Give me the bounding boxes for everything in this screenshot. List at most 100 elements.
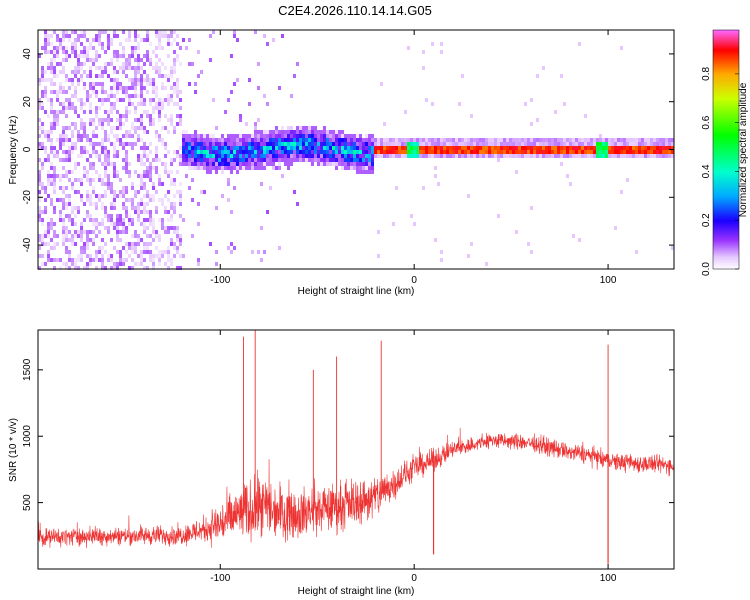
- heatmap-cell: [203, 150, 206, 154]
- heatmap-cell: [620, 146, 623, 150]
- heatmap-cell: [164, 226, 167, 230]
- colorbar-band: [713, 192, 739, 194]
- heatmap-cell: [593, 150, 596, 154]
- heatmap-cell: [89, 138, 92, 142]
- heatmap-cell: [233, 154, 236, 158]
- heatmap-cell: [47, 194, 50, 198]
- colorbar-band: [713, 41, 739, 43]
- heatmap-cell: [584, 114, 587, 118]
- heatmap-cell: [149, 142, 152, 146]
- heatmap-cell: [179, 118, 182, 122]
- heatmap-cell: [320, 134, 323, 138]
- heatmap-cell: [299, 130, 302, 134]
- heatmap-cell: [44, 190, 47, 194]
- colorbar-band: [713, 178, 739, 180]
- heatmap-cell: [365, 138, 368, 142]
- heatmap-cell: [77, 254, 80, 258]
- heatmap-cell: [146, 194, 149, 198]
- heatmap-cell: [110, 118, 113, 122]
- heatmap-cell: [446, 146, 449, 150]
- heatmap-cell: [122, 206, 125, 210]
- heatmap-cell: [371, 166, 374, 170]
- colorbar-band: [713, 129, 739, 131]
- heatmap-cell: [287, 150, 290, 154]
- colorbar-band: [713, 92, 739, 94]
- heatmap-cell: [206, 154, 209, 158]
- heatmap-cell: [170, 238, 173, 242]
- heatmap-cell: [500, 154, 503, 158]
- heatmap-cell: [170, 98, 173, 102]
- heatmap-cell: [191, 198, 194, 202]
- heatmap-cell: [146, 74, 149, 78]
- heatmap-cell: [224, 166, 227, 170]
- heatmap-cell: [71, 78, 74, 82]
- heatmap-cell: [98, 82, 101, 86]
- heatmap-cell: [431, 154, 434, 158]
- heatmap-cell: [218, 146, 221, 150]
- heatmap-cell: [257, 146, 260, 150]
- heatmap-cell: [41, 166, 44, 170]
- colorbar-band: [713, 46, 739, 48]
- heatmap-cell: [623, 154, 626, 158]
- colorbar-band: [713, 245, 739, 247]
- heatmap-cell: [98, 34, 101, 38]
- heatmap-cell: [95, 206, 98, 210]
- heatmap-cell: [101, 66, 104, 70]
- heatmap-cell: [38, 174, 41, 178]
- heatmap-cell: [56, 46, 59, 50]
- heatmap-cell: [149, 58, 152, 62]
- heatmap-cell: [182, 134, 185, 138]
- colorbar-band: [713, 209, 739, 211]
- heatmap-cell: [56, 150, 59, 154]
- heatmap-cell: [458, 102, 461, 106]
- heatmap-cell: [164, 142, 167, 146]
- heatmap-cell: [527, 154, 530, 158]
- heatmap-cell: [416, 154, 419, 158]
- heatmap-cell: [188, 162, 191, 166]
- heatmap-cell: [74, 74, 77, 78]
- heatmap-cell: [302, 126, 305, 130]
- heatmap-cell: [386, 154, 389, 158]
- heatmap-cell: [131, 126, 134, 130]
- heatmap-cell: [65, 230, 68, 234]
- heatmap-cell: [365, 170, 368, 174]
- heatmap-cell: [140, 102, 143, 106]
- heatmap-cell: [329, 158, 332, 162]
- heatmap-cell: [323, 154, 326, 158]
- heatmap-cell: [131, 122, 134, 126]
- heatmap-cell: [452, 142, 455, 146]
- heatmap-cell: [74, 66, 77, 70]
- heatmap-cell: [137, 58, 140, 62]
- heatmap-cell: [215, 170, 218, 174]
- heatmap-cell: [38, 78, 41, 82]
- heatmap-cell: [74, 258, 77, 262]
- heatmap-cell: [77, 206, 80, 210]
- colorbar-band: [713, 235, 739, 237]
- heatmap-cell: [497, 150, 500, 154]
- heatmap-cell: [218, 142, 221, 146]
- heatmap-cell: [47, 66, 50, 70]
- heatmap-cell: [338, 150, 341, 154]
- heatmap-cell: [566, 150, 569, 154]
- heatmap-cell: [182, 142, 185, 146]
- heatmap-cell: [185, 46, 188, 50]
- heatmap-cell: [86, 194, 89, 198]
- heatmap-cell: [359, 170, 362, 174]
- colorbar-band: [713, 70, 739, 72]
- heatmap-cell: [353, 150, 356, 154]
- heatmap-cell: [419, 138, 422, 142]
- colorbar-band: [713, 53, 739, 55]
- heatmap-cell: [74, 206, 77, 210]
- heatmap-cell: [128, 86, 131, 90]
- heatmap-cell: [539, 142, 542, 146]
- heatmap-cell: [161, 182, 164, 186]
- heatmap-cell: [128, 54, 131, 58]
- heatmap-cell: [128, 98, 131, 102]
- colorbar-band: [713, 81, 739, 83]
- colorbar-band: [713, 119, 739, 121]
- heatmap-cell: [203, 134, 206, 138]
- heatmap-cell: [170, 122, 173, 126]
- heatmap-cell: [95, 254, 98, 258]
- heatmap-cell: [137, 46, 140, 50]
- heatmap-cell: [71, 182, 74, 186]
